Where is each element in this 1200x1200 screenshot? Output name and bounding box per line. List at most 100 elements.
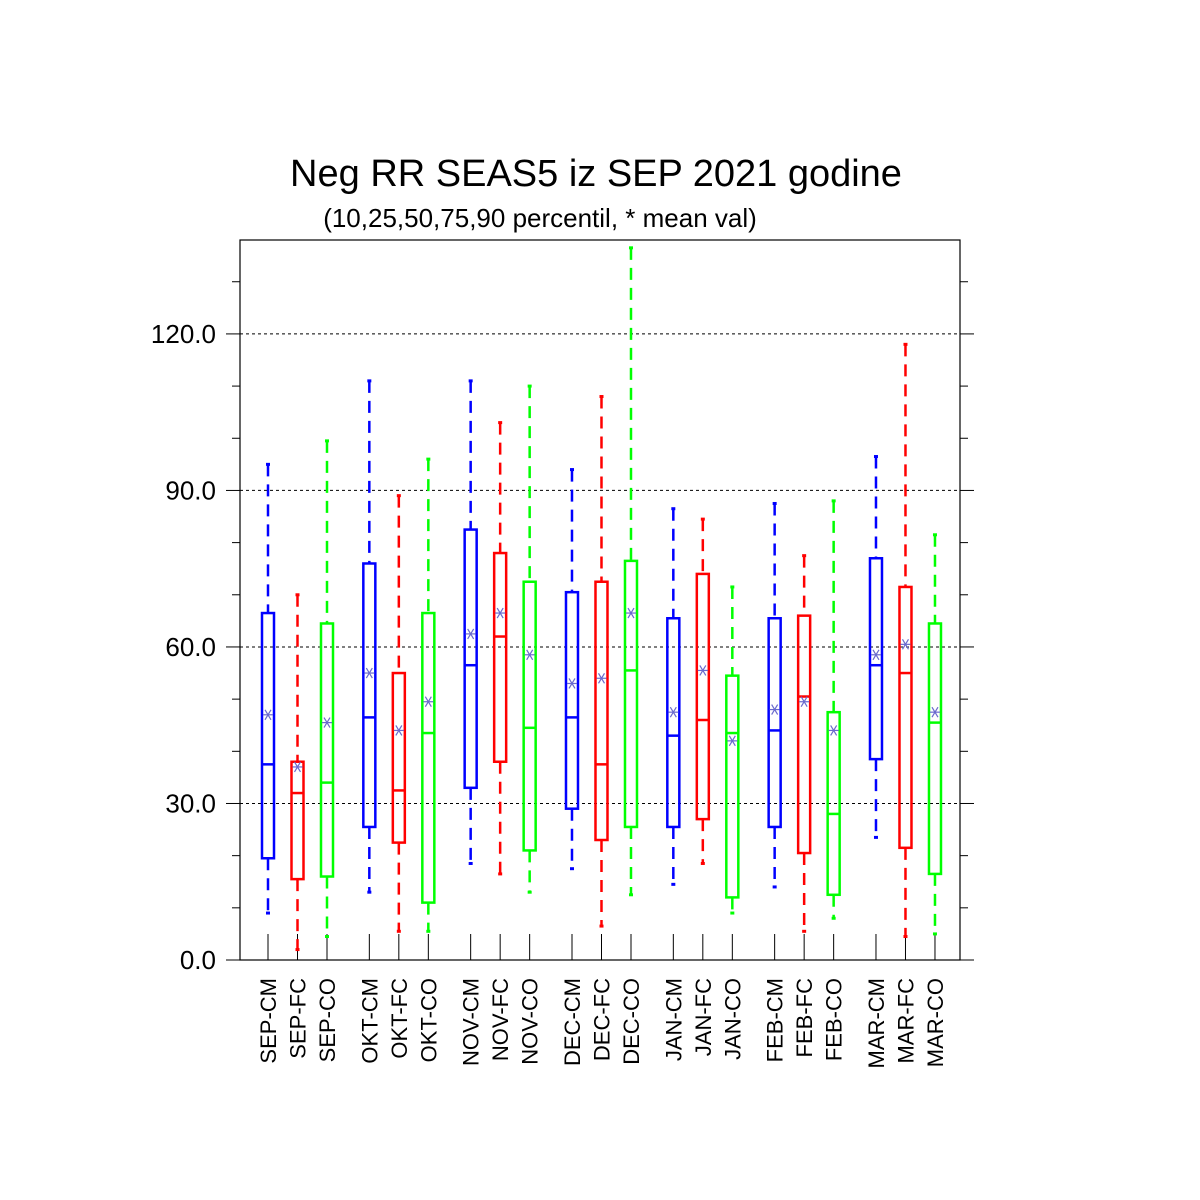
mean-marker bbox=[900, 639, 911, 650]
y-tick-label: 0.0 bbox=[180, 945, 216, 975]
mean-marker bbox=[495, 607, 506, 619]
box-nov-fc bbox=[492, 421, 508, 876]
iqr-box bbox=[290, 760, 305, 881]
x-tick-label: FEB-CM bbox=[763, 978, 788, 1062]
box-dec-cm bbox=[564, 468, 580, 871]
mean-marker-stroke bbox=[830, 725, 838, 736]
mean-marker bbox=[625, 607, 636, 619]
mean-marker-stroke bbox=[323, 717, 331, 728]
mean-marker-stroke bbox=[424, 696, 432, 708]
mean-marker bbox=[393, 725, 404, 736]
mean-marker-stroke bbox=[293, 761, 302, 773]
mean-marker bbox=[524, 649, 535, 661]
mean-marker bbox=[364, 667, 375, 679]
box-okt-cm bbox=[362, 379, 377, 894]
mean-marker-stroke bbox=[467, 628, 475, 640]
mean-marker-stroke bbox=[264, 709, 272, 721]
iqr-box bbox=[623, 559, 639, 829]
chart-subtitle: (10,25,50,75,90 percentil, * mean val) bbox=[323, 203, 757, 233]
iqr-box bbox=[362, 562, 377, 829]
x-tick-label: DEC-CM bbox=[560, 978, 585, 1066]
mean-marker-stroke bbox=[728, 735, 736, 747]
x-tick-label: JAN-CO bbox=[720, 978, 745, 1060]
mean-marker-stroke bbox=[699, 665, 707, 676]
x-tick-label: NOV-CM bbox=[459, 978, 484, 1066]
boxes bbox=[260, 246, 943, 952]
mean-marker bbox=[668, 706, 679, 718]
box-jan-co bbox=[725, 585, 740, 915]
mean-marker-stroke bbox=[526, 649, 534, 661]
box-dec-fc bbox=[594, 395, 609, 928]
mean-marker-stroke bbox=[771, 704, 779, 715]
mean-marker-stroke bbox=[627, 607, 635, 619]
x-tick-label: MAR-CO bbox=[923, 978, 948, 1067]
box-jan-fc bbox=[695, 517, 711, 865]
mean-marker-stroke bbox=[597, 672, 606, 684]
iqr-box bbox=[666, 617, 681, 829]
x-tick-label: MAR-FC bbox=[893, 978, 918, 1064]
mean-marker bbox=[870, 649, 881, 661]
box-mar-cm bbox=[868, 455, 884, 839]
plot-frame bbox=[239, 239, 961, 961]
x-tick-label: FEB-FC bbox=[792, 978, 817, 1058]
box-mar-co bbox=[927, 533, 943, 936]
iqr-box bbox=[725, 674, 740, 899]
mean-marker-stroke bbox=[901, 639, 909, 650]
mean-marker bbox=[828, 725, 839, 736]
x-tick-label: DEC-CO bbox=[619, 978, 644, 1065]
box-okt-co bbox=[421, 457, 436, 933]
tick-labels: 0.0 30.0 60.0 90.0 120.0 SEP-CM SEP-FC SEP-CO OK… bbox=[151, 319, 948, 1069]
mean-marker-stroke bbox=[872, 649, 880, 661]
iqr-box bbox=[319, 622, 335, 878]
chart-title: Neg RR SEAS5 iz SEP 2021 godine bbox=[290, 153, 902, 195]
mean-marker bbox=[423, 696, 434, 708]
x-tick-label: SEP-CM bbox=[256, 978, 281, 1064]
box-nov-co bbox=[522, 384, 537, 894]
mean-marker-stroke bbox=[496, 607, 504, 619]
x-tick-label: MAR-CM bbox=[864, 978, 889, 1068]
y-tick-label: 60.0 bbox=[165, 632, 216, 662]
iqr-box bbox=[260, 611, 276, 860]
iqr-box bbox=[463, 528, 478, 790]
box-jan-cm bbox=[666, 507, 681, 886]
mean-marker-stroke bbox=[669, 706, 677, 718]
box-sep-fc bbox=[290, 593, 305, 952]
box-mar-fc bbox=[898, 342, 913, 939]
y-tick-label: 90.0 bbox=[165, 475, 216, 505]
box-nov-cm bbox=[463, 379, 478, 865]
mean-marker-stroke bbox=[568, 678, 576, 689]
mean-marker bbox=[769, 704, 780, 715]
mean-marker bbox=[465, 628, 476, 640]
box-feb-cm bbox=[767, 501, 782, 889]
iqr-box bbox=[898, 585, 913, 850]
x-tick-label: SEP-CO bbox=[315, 978, 340, 1062]
iqr-box bbox=[695, 572, 711, 821]
mean-marker bbox=[263, 709, 273, 721]
iqr-box bbox=[421, 611, 436, 904]
mean-marker bbox=[292, 761, 303, 773]
iqr-box bbox=[826, 710, 841, 897]
mean-marker-stroke bbox=[395, 725, 403, 736]
mean-marker bbox=[697, 665, 708, 676]
x-tick-label: JAN-CM bbox=[661, 978, 686, 1061]
mean-marker-stroke bbox=[931, 706, 939, 718]
x-tick-label: NOV-CO bbox=[518, 978, 543, 1065]
box-dec-co bbox=[623, 246, 639, 897]
box-feb-co bbox=[826, 499, 841, 920]
y-tick-label: 120.0 bbox=[151, 319, 216, 349]
mean-marker bbox=[929, 706, 940, 718]
mean-marker bbox=[566, 678, 577, 689]
iqr-box bbox=[767, 617, 782, 829]
box-feb-fc bbox=[796, 554, 812, 933]
x-tick-label: DEC-FC bbox=[589, 978, 614, 1061]
iqr-box bbox=[492, 551, 508, 763]
x-tick-label: OKT-FC bbox=[387, 978, 412, 1059]
mean-marker bbox=[727, 735, 738, 747]
iqr-box bbox=[796, 614, 812, 855]
box-sep-co bbox=[319, 439, 335, 939]
x-tick-label: FEB-CO bbox=[822, 978, 847, 1061]
iqr-box bbox=[564, 590, 580, 810]
x-tick-label: JAN-FC bbox=[691, 978, 716, 1056]
